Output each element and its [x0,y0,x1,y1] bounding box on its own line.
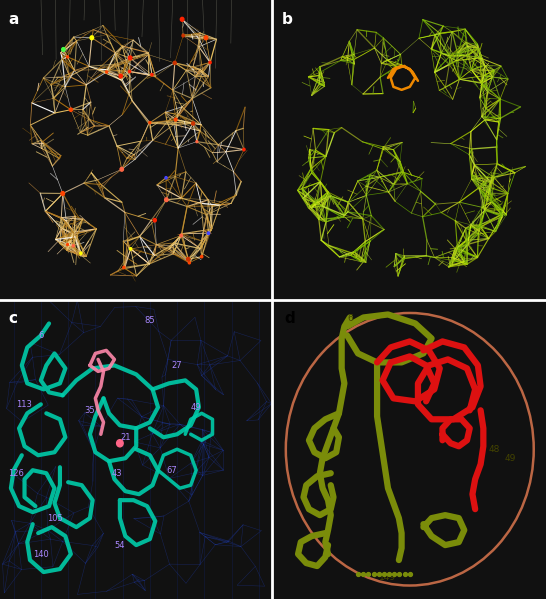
Circle shape [120,167,123,171]
Text: 6: 6 [38,331,44,340]
Text: 126: 126 [8,468,24,478]
Text: 21: 21 [120,432,130,442]
Circle shape [62,47,65,52]
Circle shape [80,252,82,255]
Text: 49: 49 [191,403,201,412]
Circle shape [165,198,168,202]
Text: 43: 43 [112,468,122,478]
Text: 48: 48 [489,444,500,454]
Circle shape [67,56,68,58]
Text: d: d [284,311,295,326]
Circle shape [153,219,156,222]
Text: 49: 49 [505,453,517,463]
Circle shape [187,258,190,261]
Text: 67: 67 [167,465,177,475]
Circle shape [117,440,123,447]
Circle shape [165,177,167,179]
Text: 35: 35 [85,406,95,415]
Text: 105: 105 [46,513,62,523]
Circle shape [188,262,191,264]
Circle shape [180,234,182,237]
Circle shape [180,17,184,21]
Text: 6: 6 [347,314,353,323]
Text: c: c [8,311,17,326]
Circle shape [61,192,64,195]
Circle shape [128,56,132,60]
Text: 27: 27 [172,361,182,370]
Circle shape [123,267,125,268]
Circle shape [243,149,245,151]
Circle shape [67,244,68,246]
Circle shape [129,248,132,250]
Text: 85: 85 [145,316,155,325]
Text: 113: 113 [16,400,32,409]
Circle shape [119,74,122,78]
Circle shape [192,122,194,125]
Text: 54: 54 [115,540,125,550]
Text: a: a [8,12,19,27]
Circle shape [207,232,210,234]
Circle shape [151,74,153,76]
Circle shape [182,34,185,37]
Circle shape [72,244,74,247]
Circle shape [69,108,73,111]
Text: 140: 140 [33,549,49,559]
Circle shape [173,61,176,65]
Text: 149: 149 [379,573,396,582]
Circle shape [204,36,207,40]
Circle shape [200,255,203,258]
Circle shape [106,71,108,73]
Circle shape [174,118,177,121]
Circle shape [196,141,198,143]
Circle shape [90,36,93,40]
Circle shape [209,61,211,63]
Circle shape [149,122,151,123]
Circle shape [128,70,130,72]
Text: b: b [282,12,293,27]
